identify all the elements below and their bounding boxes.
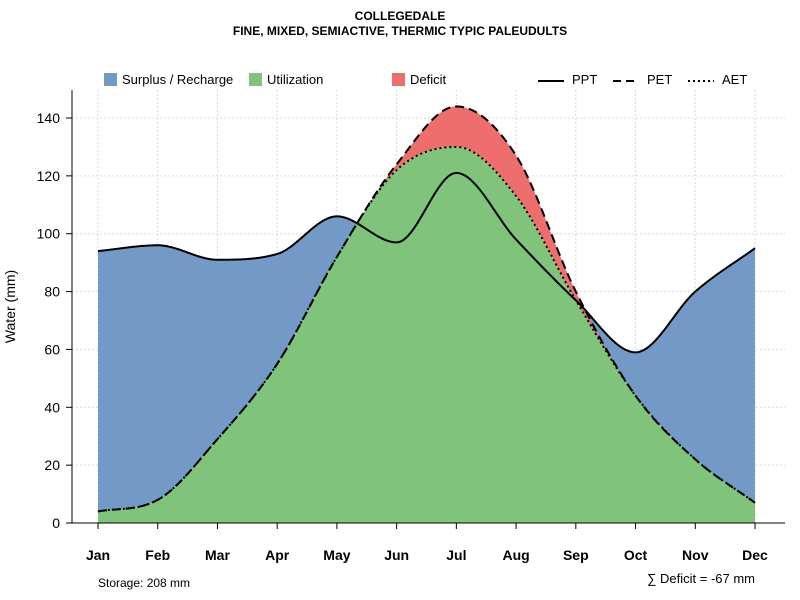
legend-swatch-surplus [104,73,117,86]
chart-subtitle: FINE, MIXED, SEMIACTIVE, THERMIC TYPIC P… [232,24,568,38]
legend-line-aet [688,79,714,82]
legend-swatch-deficit [392,73,405,86]
legend-line-ppt [538,79,564,82]
y-tick-label: 20 [44,457,60,473]
x-tick-label: Nov [682,547,709,563]
y-tick-label: 140 [37,110,61,126]
legend-label-ppt: PPT [572,72,598,87]
legend-label-pet: PET [647,72,673,87]
legend-item-deficit: Deficit [392,72,446,88]
x-tick-label: Jan [86,547,110,563]
x-tick-label: Apr [265,547,290,563]
legend-line-pet [613,79,639,82]
x-tick-label: Mar [205,547,230,563]
legend-item-aet: AET [688,72,747,88]
storage-annotation: Storage: 208 mm [98,576,191,590]
legend-item-surplus: Surplus / Recharge [104,72,233,88]
x-tick-label: May [323,547,350,563]
x-tick-label: Dec [742,547,768,563]
y-tick-label: 40 [44,399,60,415]
x-tick-label: Sep [563,547,589,563]
legend-item-ppt: PPT [538,72,597,88]
legend-label-deficit: Deficit [410,72,447,87]
x-tick-label: Aug [502,547,529,563]
x-tick-label: Jul [446,547,466,563]
y-tick-label: 120 [37,168,61,184]
legend-swatch-utilization [249,73,262,86]
series-line-ppt [97,171,756,354]
deficit-annotation: ∑ Deficit = -67 mm [647,571,755,586]
legend-label-surplus: Surplus / Recharge [122,72,234,87]
legend-label-utilization: Utilization [267,72,324,87]
legend-label-aet: AET [722,72,748,87]
y-tick-label: 60 [44,341,60,357]
x-tick-label: Jun [384,547,409,563]
x-tick-label: Feb [145,547,170,563]
series-line-aet [97,145,756,513]
utilization-area [98,146,755,523]
y-axis-label: Water (mm) [2,270,18,343]
legend-item-utilization: Utilization [249,72,323,88]
x-tick-label: Oct [624,547,648,563]
legend-item-pet: PET [613,72,672,88]
y-tick-label: 100 [37,226,61,242]
y-tick-label: 0 [52,515,60,531]
y-tick-label: 80 [44,284,60,300]
chart-title: COLLEGEDALE [354,9,446,23]
